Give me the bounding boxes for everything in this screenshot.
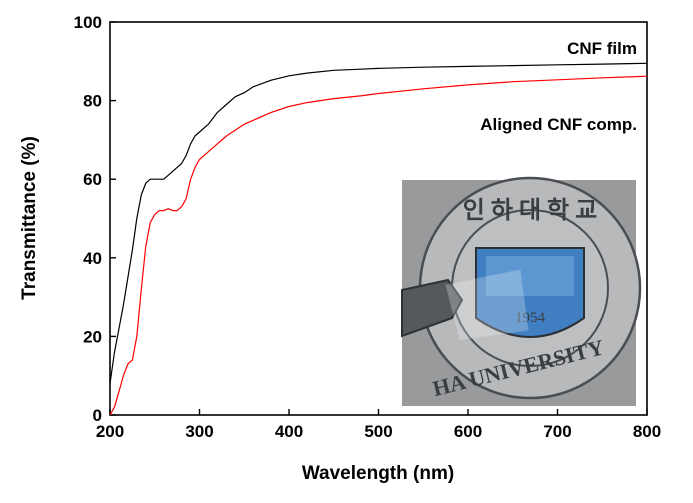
y-tick-label: 0 <box>93 406 102 425</box>
x-tick-label: 800 <box>633 422 661 441</box>
x-tick-label: 400 <box>275 422 303 441</box>
x-tick-label: 600 <box>454 422 482 441</box>
plot-area: 200 300 400 500 600 700 800 0 20 40 60 80 100 <box>74 13 662 441</box>
transparent-film <box>445 269 529 341</box>
x-axis-ticks: 200 300 400 500 600 700 800 <box>96 409 661 441</box>
x-tick-label: 300 <box>185 422 213 441</box>
tweezers <box>401 278 464 338</box>
inset-photo: 1954 인 하 대 학 교 HA UNIVERSITY <box>401 176 642 406</box>
seal-year-text: 1954 <box>515 310 546 326</box>
y-tick-label: 40 <box>83 249 102 268</box>
series-layer <box>109 62 648 416</box>
y-tick-label: 60 <box>83 170 102 189</box>
y-tick-label: 100 <box>74 13 102 32</box>
y-tick-label: 20 <box>83 327 102 346</box>
legend-label-aligned-cnf-comp: Aligned CNF comp. <box>480 115 637 134</box>
x-tick-label: 500 <box>364 422 392 441</box>
y-tick-label: 80 <box>83 92 102 111</box>
x-tick-label: 200 <box>96 422 124 441</box>
x-tick-label: 700 <box>543 422 571 441</box>
legend-label-cnf-film: CNF film <box>567 39 637 58</box>
series-line-cnf-film <box>109 62 648 384</box>
series-line-aligned-cnf-comp <box>109 75 648 416</box>
y-axis-ticks: 0 20 40 60 80 100 <box>74 13 116 425</box>
x-axis-title: Wavelength (nm) <box>302 463 454 484</box>
seal-korean-text: 인 하 대 학 교 <box>463 197 597 224</box>
seal-emblem-highlight <box>486 256 574 296</box>
y-axis-title: Transmittance (%) <box>19 136 40 300</box>
